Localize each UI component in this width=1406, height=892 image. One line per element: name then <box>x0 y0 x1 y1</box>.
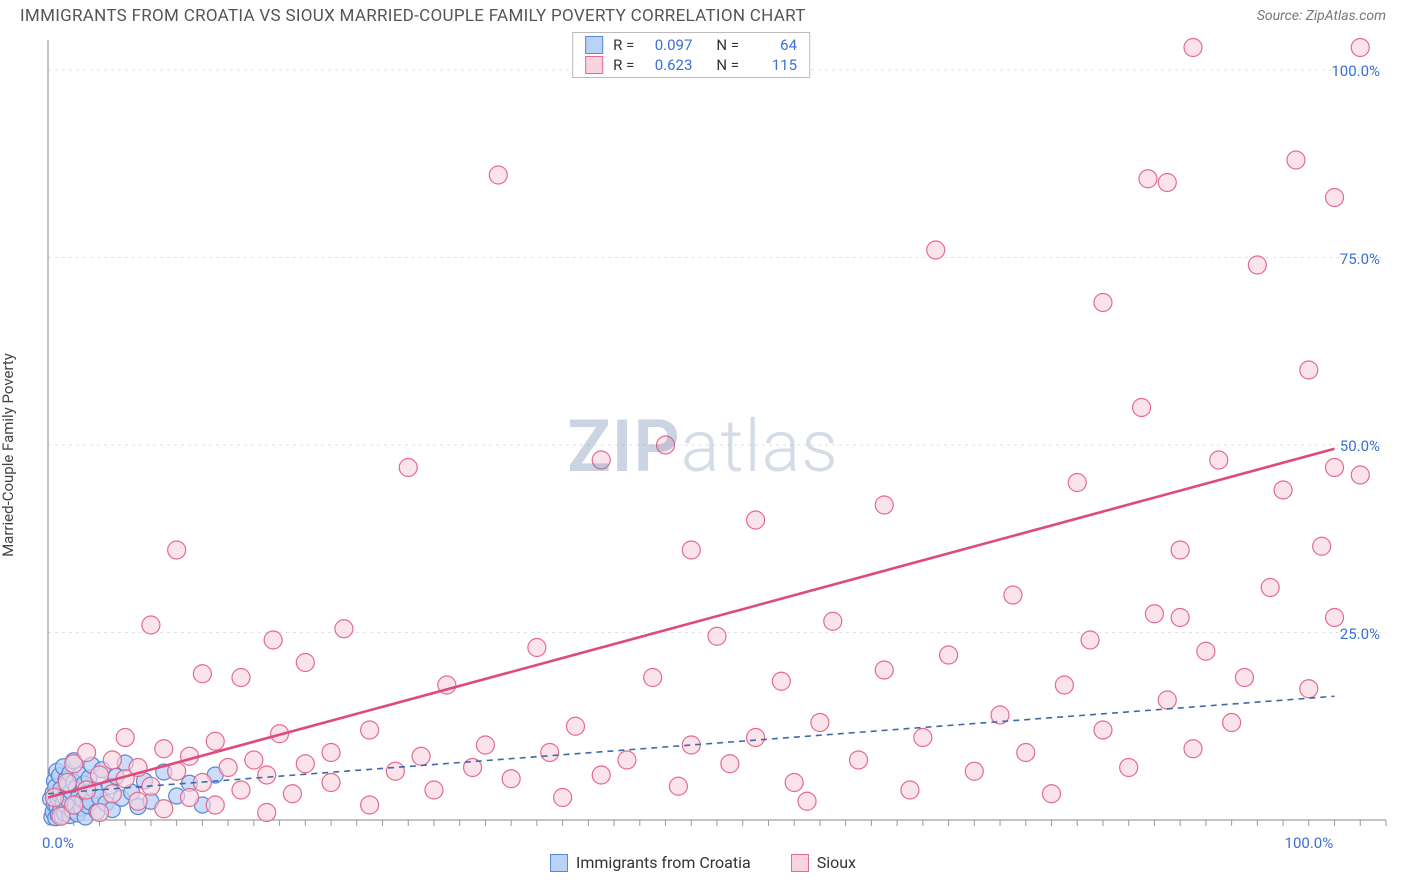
scatter-plot <box>0 30 1406 880</box>
n-label: N = <box>716 56 739 74</box>
y-tick-label: 75.0% <box>1340 250 1380 268</box>
legend-swatch <box>550 854 568 872</box>
chart-area: Married-Couple Family Poverty ZIPatlas R… <box>0 30 1406 880</box>
r-value: 0.623 <box>644 56 692 74</box>
series-legend-item: Immigrants from Croatia <box>550 853 751 872</box>
n-value: 115 <box>749 56 797 74</box>
series-legend-item: Sioux <box>791 853 856 872</box>
chart-title: IMMIGRANTS FROM CROATIA VS SIOUX MARRIED… <box>20 6 806 26</box>
y-tick-label: 100.0% <box>1331 62 1380 80</box>
y-axis-label: Married-Couple Family Poverty <box>0 353 17 557</box>
y-tick-label: 50.0% <box>1340 437 1380 455</box>
correlation-legend-row: R = 0.097 N = 64 <box>573 35 809 55</box>
r-label: R = <box>613 56 634 74</box>
r-label: R = <box>613 36 634 54</box>
x-tick-label: 100.0% <box>1285 834 1334 852</box>
y-tick-label: 25.0% <box>1340 625 1380 643</box>
legend-swatch <box>585 56 603 74</box>
series-legend: Immigrants from Croatia Sioux <box>550 853 856 872</box>
correlation-legend-row: R = 0.623 N = 115 <box>573 55 809 75</box>
n-value: 64 <box>749 36 797 54</box>
source-label: Source: ZipAtlas.com <box>1257 8 1386 24</box>
series-legend-label: Immigrants from Croatia <box>576 853 751 872</box>
legend-swatch <box>585 36 603 54</box>
correlation-legend: R = 0.097 N = 64 R = 0.623 N = 115 <box>572 32 810 78</box>
r-value: 0.097 <box>644 36 692 54</box>
legend-swatch <box>791 854 809 872</box>
series-legend-label: Sioux <box>817 853 856 872</box>
y-tick-label: 0.0% <box>42 834 74 852</box>
title-bar: IMMIGRANTS FROM CROATIA VS SIOUX MARRIED… <box>0 0 1406 30</box>
n-label: N = <box>716 36 739 54</box>
